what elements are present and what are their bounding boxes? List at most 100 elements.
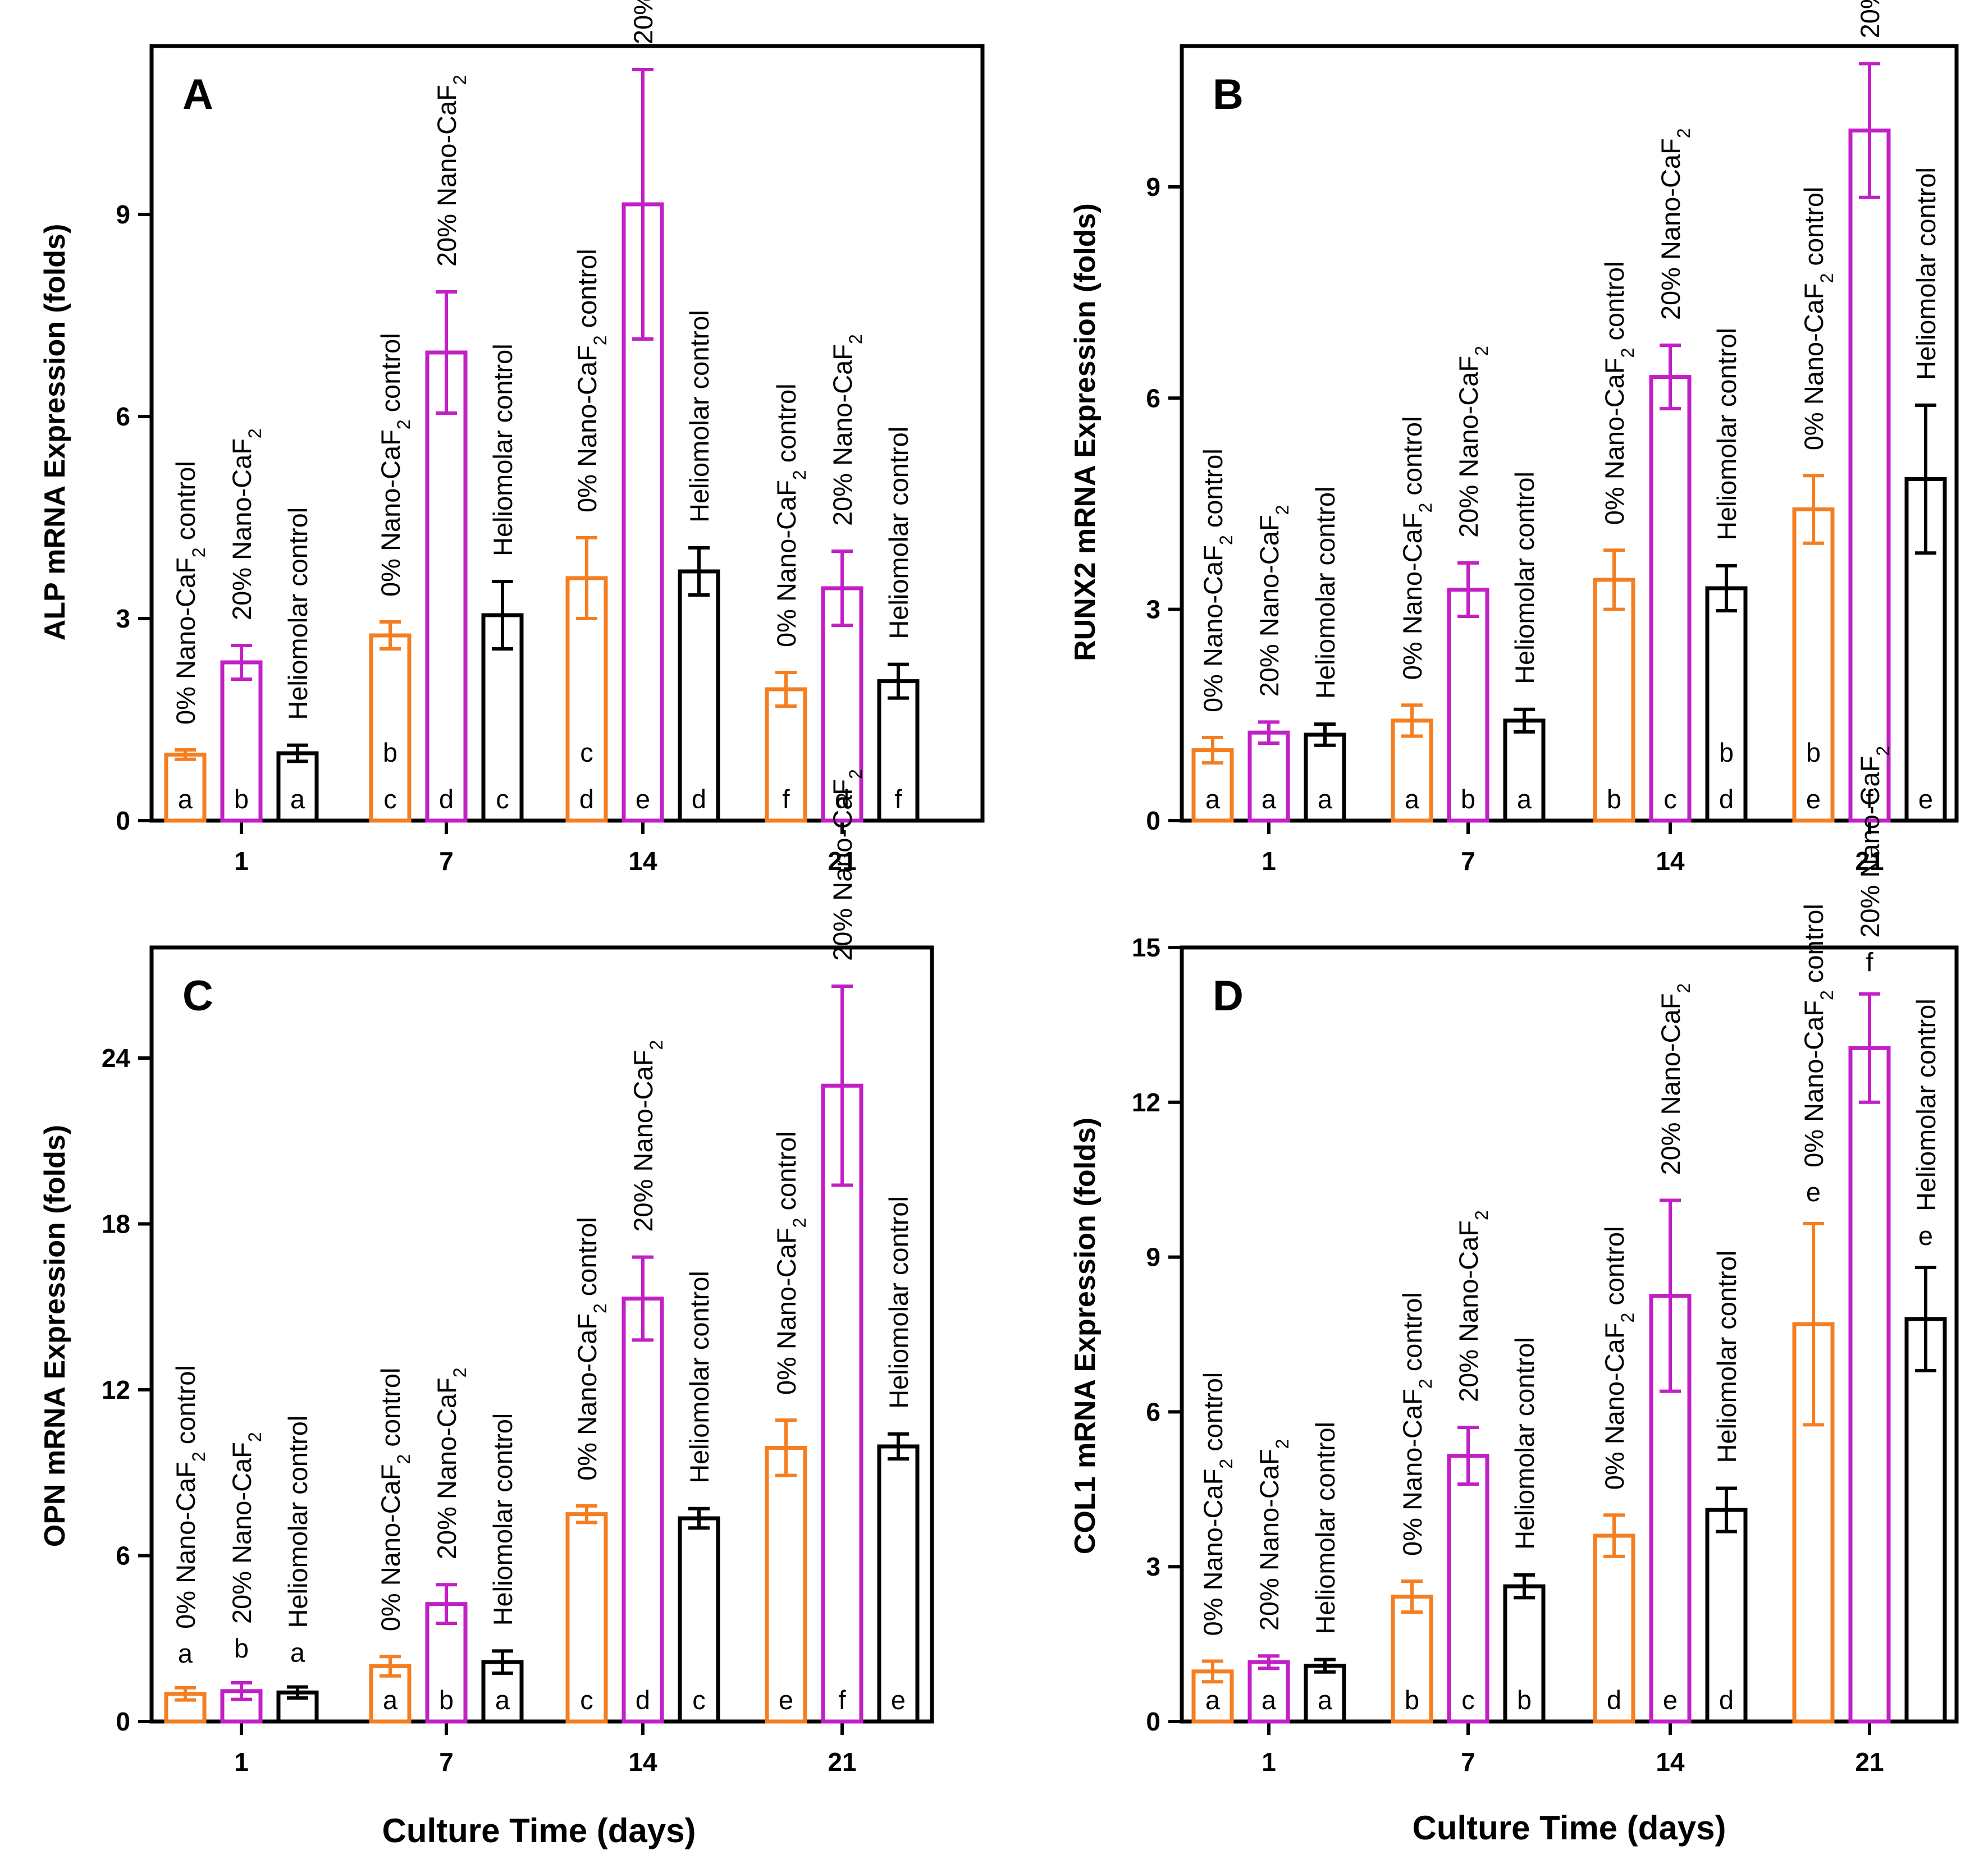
bar-label: 0% Nano-CaF2 control (1799, 904, 1837, 1168)
significance-letter-upper: e (1918, 1221, 1933, 1251)
bar-label: 20% Nano-CaF2 (828, 769, 866, 961)
bar-label: 20% Nano-CaF2 (227, 1432, 265, 1624)
bar-label: 20% Nano-CaF2 (1254, 505, 1292, 697)
bar-label: 20% Nano-CaF2 (1454, 1210, 1492, 1402)
y-tick-label: 3 (1146, 595, 1160, 624)
y-tick-label: 9 (1146, 172, 1160, 202)
y-tick-label: 15 (1132, 933, 1160, 962)
bar-label: 0% Nano-CaF2 control (771, 383, 810, 647)
plot-frame (1180, 945, 1959, 1724)
x-tick-label: 7 (1461, 846, 1475, 876)
y-tick-label: 6 (1146, 383, 1160, 413)
significance-letter: f (1866, 784, 1873, 814)
significance-letter: e (891, 1685, 906, 1715)
x-tick-label: 1 (1262, 846, 1276, 876)
significance-letter: b (1461, 784, 1475, 814)
bar-label: Heliomolar control (1310, 1422, 1340, 1634)
bar-label: Heliomolar control (884, 1196, 913, 1409)
panel-letter: B (1213, 71, 1244, 118)
significance-letter-upper: b (383, 738, 397, 767)
bar (1904, 1317, 1947, 1724)
bar (877, 1444, 920, 1724)
bar-label: 0% Nano-CaF2 control (1799, 187, 1837, 451)
x-axis-title-right: Culture Time (days) (1412, 1809, 1726, 1847)
bar-label: 0% Nano-CaF2 control (1198, 1372, 1236, 1636)
significance-letter-upper: b (1719, 738, 1734, 767)
significance-letter: a (1205, 1685, 1221, 1715)
bar-label: Heliomolar control (1310, 486, 1340, 699)
y-tick-label: 3 (116, 604, 130, 633)
x-tick-label: 21 (1855, 1747, 1884, 1777)
bar-label: 20% Nano-CaF2 (1656, 128, 1694, 320)
significance-letter: e (1806, 784, 1821, 814)
y-axis-title: OPN mRNA Expression (folds) (39, 1125, 71, 1547)
significance-letter: c (1461, 1685, 1475, 1715)
bar-label: 0% Nano-CaF2 control (771, 1131, 810, 1395)
bar-label: 0% Nano-CaF2 control (376, 333, 414, 597)
significance-letter: e (636, 784, 650, 814)
significance-letter: a (1405, 784, 1420, 814)
bar (1447, 1454, 1489, 1724)
bar-label: 20% Nano-CaF2 (1254, 1439, 1292, 1631)
x-tick-label: 14 (1656, 846, 1685, 876)
panel-letter: C (182, 972, 213, 1020)
significance-letter-upper: a (178, 1638, 193, 1668)
bar (621, 1296, 664, 1724)
x-tick-label: 14 (628, 1747, 657, 1777)
significance-letter: a (1517, 784, 1532, 814)
significance-letter: b (1405, 1685, 1419, 1715)
significance-letter: d (1719, 784, 1734, 814)
bar (678, 569, 720, 823)
significance-letter-upper: a (290, 1637, 305, 1667)
significance-letter: a (290, 784, 305, 814)
plot-frame (149, 945, 934, 1724)
y-tick-label: 0 (1146, 1707, 1160, 1736)
significance-letter: b (439, 1685, 454, 1715)
y-tick-label: 9 (1146, 1243, 1160, 1272)
significance-letter: d (835, 784, 849, 814)
bar-label: Heliomolar control (884, 427, 913, 639)
x-tick-label: 7 (1461, 1747, 1475, 1777)
y-tick-label: 0 (116, 806, 130, 835)
bar-label: Heliomolar control (1510, 1337, 1539, 1550)
x-tick-label: 1 (1262, 1747, 1276, 1777)
significance-letter: d (636, 1685, 650, 1715)
significance-letter: a (1318, 1685, 1333, 1715)
significance-letter: a (1205, 784, 1221, 814)
y-tick-label: 0 (1146, 806, 1160, 835)
x-tick-label: 14 (628, 846, 657, 876)
bar (1649, 375, 1692, 823)
bar-label: 20% Nano-CaF2 (1855, 0, 1893, 38)
bar-label: Heliomolar control (488, 344, 518, 556)
significance-letter: b (1517, 1685, 1532, 1715)
bar-label: 0% Nano-CaF2 control (1198, 448, 1236, 712)
bar-label: 20% Nano-CaF2 (1656, 983, 1694, 1175)
significance-letter: e (1663, 1685, 1678, 1715)
bar-label: 20% Nano-CaF2 (828, 334, 866, 526)
significance-letter-upper: e (1806, 1177, 1821, 1207)
panel-letter: D (1213, 972, 1244, 1020)
x-tick-label: 21 (828, 1747, 856, 1777)
x-tick-label: 14 (1656, 1747, 1685, 1777)
significance-letter: b (1607, 784, 1621, 814)
significance-letter-upper: b (1806, 738, 1821, 767)
y-tick-label: 6 (1146, 1397, 1160, 1426)
x-tick-label: 21 (1855, 846, 1884, 876)
x-axis-title-left: Culture Time (days) (382, 1812, 696, 1849)
y-axis-title: COL1 mRNA Expression (folds) (1069, 1118, 1102, 1554)
plot-frame (1180, 44, 1959, 823)
y-tick-label: 24 (102, 1043, 131, 1073)
y-tick-label: 0 (116, 1707, 130, 1736)
significance-letter: d (1607, 1685, 1621, 1715)
bar-label: Heliomolar control (1712, 1251, 1742, 1463)
bar-label: 0% Nano-CaF2 control (1397, 416, 1436, 680)
bar-label: 0% Nano-CaF2 control (572, 249, 610, 512)
significance-letter-upper: c (580, 738, 593, 767)
panel-d: 0 3 6 9 12 15 COL1 mRNA Expression (folds) D 1 7 1… (1069, 746, 1959, 1777)
y-tick-label: 9 (116, 200, 130, 229)
significance-letter: c (692, 1685, 706, 1715)
bar-label: Heliomolar control (1712, 328, 1742, 541)
bar-label: 20% Nano-CaF2 (227, 428, 265, 620)
significance-letter: f (782, 784, 790, 814)
